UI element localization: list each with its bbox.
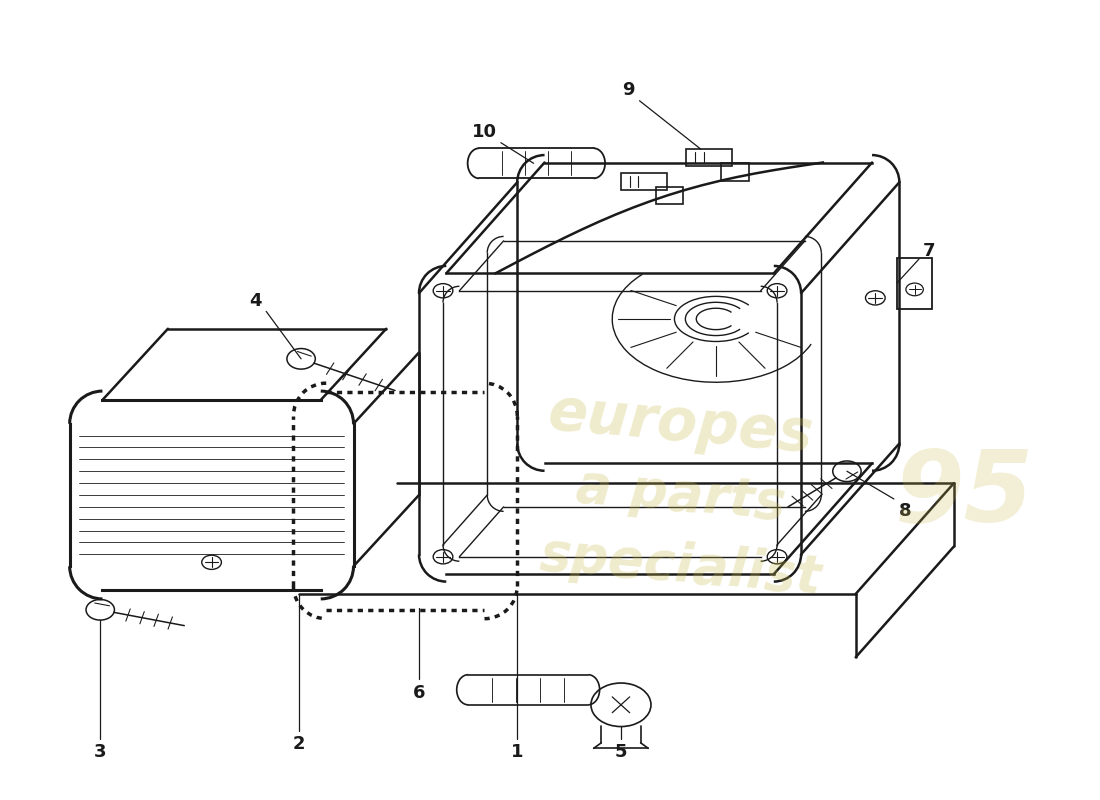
Text: a parts: a parts [574, 460, 788, 530]
Text: 3: 3 [94, 743, 107, 762]
Text: 5: 5 [615, 743, 627, 762]
Text: europes: europes [546, 384, 816, 464]
Text: 4: 4 [249, 292, 262, 310]
Text: 7: 7 [923, 242, 935, 260]
Text: 10: 10 [472, 123, 497, 142]
Text: 8: 8 [899, 502, 911, 520]
Text: 9: 9 [623, 81, 635, 98]
Text: 2: 2 [293, 735, 305, 754]
Text: specialist: specialist [538, 528, 824, 605]
Text: 95: 95 [895, 446, 1034, 543]
Text: 6: 6 [412, 684, 426, 702]
Text: 1: 1 [512, 743, 524, 762]
